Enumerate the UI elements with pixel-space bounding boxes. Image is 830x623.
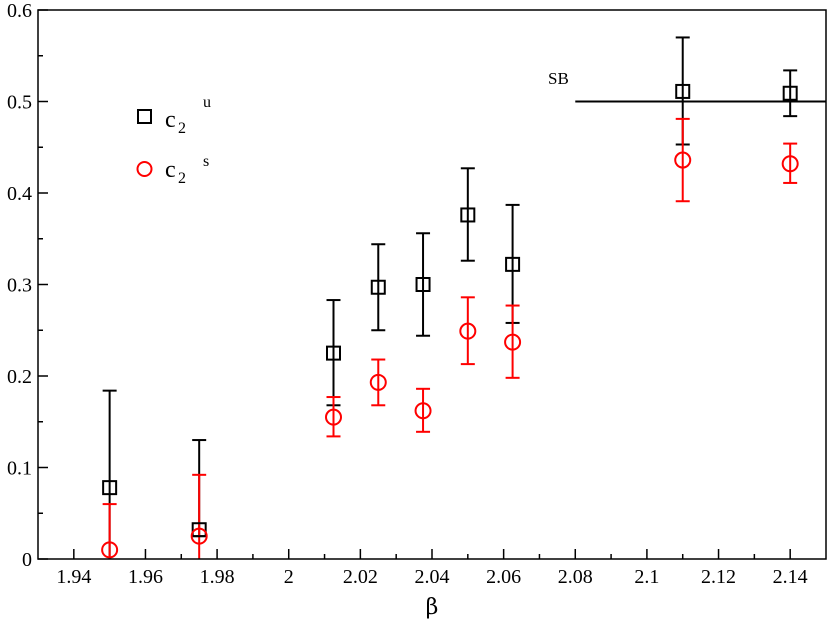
x-tick-label: 2.08 xyxy=(558,566,593,588)
y-tick-label: 0.3 xyxy=(7,275,32,297)
data-point-square xyxy=(326,345,341,361)
data-point-square xyxy=(415,277,431,292)
x-tick-label: 2.12 xyxy=(701,566,736,588)
y-tick-label: 0.4 xyxy=(7,183,32,205)
legend-label-sub: 2 xyxy=(178,170,186,187)
x-tick-label: 2.1 xyxy=(634,566,659,588)
x-axis-label: β xyxy=(426,595,439,620)
data-point-square xyxy=(191,522,207,538)
data-point-circle xyxy=(781,155,799,173)
y-tick-label: 0.6 xyxy=(7,0,32,22)
data-point-circle xyxy=(101,541,119,559)
data-point-square xyxy=(782,85,798,101)
y-tick-label: 0.1 xyxy=(7,458,32,480)
x-tick-label: 1.94 xyxy=(56,566,91,588)
x-tick-label: 2.06 xyxy=(486,566,521,588)
data-point-circle xyxy=(674,151,692,169)
data-point-square xyxy=(102,480,118,496)
x-tick-label: 1.98 xyxy=(200,566,235,588)
data-point-circle xyxy=(459,322,477,340)
x-tick-label: 2.02 xyxy=(343,566,378,588)
y-tick-label: 0.2 xyxy=(7,366,32,388)
legend-label-sup: s xyxy=(203,153,209,170)
x-tick-label: 2.04 xyxy=(415,566,450,588)
y-tick-label: 0.5 xyxy=(7,92,32,114)
legend-label-base: c xyxy=(165,107,176,133)
axis-ticks: 1.94 1.96 1.98 2 2.02 2.04 2.06 2.08 2.1 2.12 2.14… xyxy=(7,0,808,588)
y-tick-label: 0 xyxy=(22,549,32,571)
data-point-circle xyxy=(504,333,522,351)
data-point-square xyxy=(370,279,386,295)
reference-line-label: SB xyxy=(548,69,569,88)
plot-content xyxy=(101,36,826,559)
data-point-circle xyxy=(369,373,387,391)
legend-marker-square xyxy=(137,109,152,124)
data-point-circle xyxy=(190,527,208,545)
data-point-circle xyxy=(414,402,432,420)
legend-label-sup: u xyxy=(203,94,211,111)
data-point-circle xyxy=(325,408,342,426)
x-tick-label: 2.14 xyxy=(773,566,808,588)
data-point-square xyxy=(460,207,476,223)
x-tick-label: 1.96 xyxy=(128,566,163,588)
legend-label-sub: 2 xyxy=(178,120,186,137)
x-tick-label: 2 xyxy=(284,566,294,588)
legend: c 2 u c 2 s xyxy=(136,94,211,187)
data-point-square xyxy=(505,256,521,272)
plot-frame xyxy=(37,9,827,560)
legend-label-base: c xyxy=(165,157,176,183)
data-point-square xyxy=(675,83,691,99)
legend-marker-circle xyxy=(136,161,153,177)
